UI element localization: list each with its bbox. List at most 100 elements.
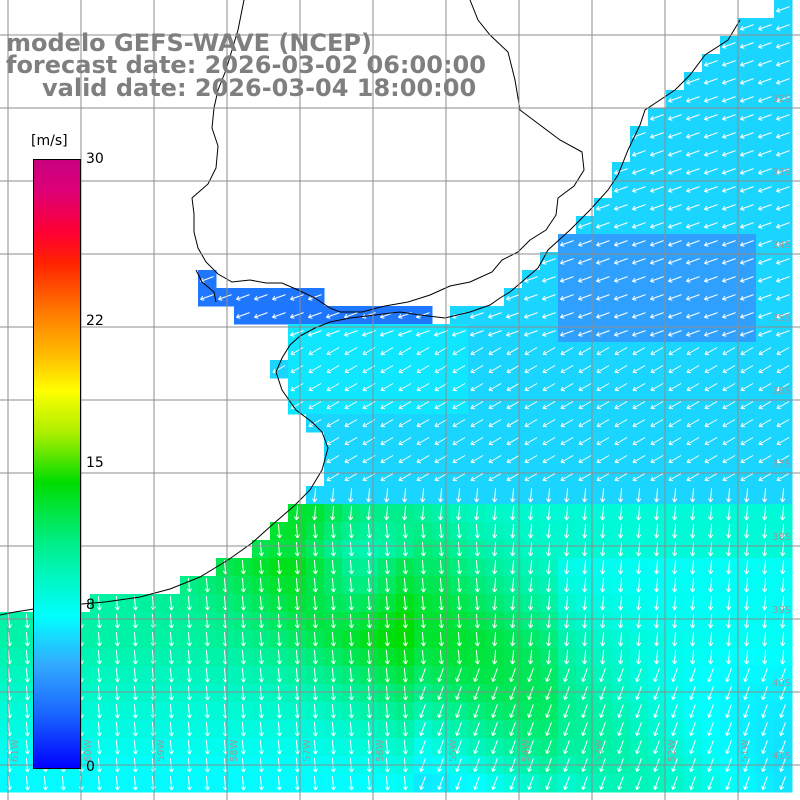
wind-arrow [704,78,718,85]
wind-arrow [758,383,772,392]
wind-arrow [204,613,210,629]
wind-arrow [722,204,736,211]
wind-arrow [563,722,570,736]
wind-arrow [96,703,102,719]
wind-arrow [776,42,790,49]
wind-arrow [614,455,628,464]
wind-arrow [168,667,174,683]
wind-arrow [258,739,264,755]
wind-arrow [272,312,286,319]
wind-arrow [704,222,718,229]
wind-arrow [420,631,426,647]
wind-arrow [758,473,772,482]
wind-arrow [758,24,772,31]
wind-arrow [740,204,754,211]
wind-arrow [600,523,606,539]
wind-arrow [740,132,754,139]
wind-arrow [758,150,772,157]
wind-arrow [509,686,516,700]
wind-arrow [560,365,574,374]
wind-arrow [132,613,138,629]
wind-arrow [344,437,358,446]
wind-arrow [348,523,354,539]
wind-arrow [294,523,300,539]
wind-arrow [690,631,696,647]
wind-arrow [560,455,574,464]
wind-arrow [600,487,606,503]
wind-arrow [186,577,192,593]
wind-arrow [344,383,358,392]
wind-arrow [294,559,300,575]
wind-arrow [599,704,606,718]
wind-arrow [506,365,520,374]
wind-arrow [384,775,390,791]
wind-arrow [779,668,786,682]
wind-arrow [438,649,444,665]
wind-arrow [636,631,642,647]
wind-arrow [456,613,462,629]
wind-arrow [366,721,372,737]
longitude-label: 51W [740,739,751,762]
wind-arrow [542,365,556,374]
wind-arrow [186,739,192,755]
colorbar-unit: [m/s] [31,133,68,149]
wind-arrow [690,487,696,503]
wind-arrow [653,776,660,790]
wind-arrow [344,473,358,482]
wind-arrow [578,401,592,410]
wind-arrow [132,685,138,701]
wind-arrow [632,383,646,392]
wind-arrow [686,150,700,157]
wind-arrow [402,505,408,521]
wind-arrow [420,595,426,611]
wind-arrow [740,24,754,31]
valid-date: valid date: 2026-03-04 18:00:00 [42,74,477,102]
wind-arrow [542,347,556,356]
wind-arrow [294,595,300,611]
wind-arrow [762,577,768,593]
wind-arrow [488,401,502,410]
wind-arrow [726,487,732,503]
wind-arrow [636,613,642,629]
wind-arrow [344,419,358,428]
wind-arrow [473,668,480,682]
latitude-label: 41S [772,751,791,762]
wind-arrow [704,132,718,139]
wind-arrow [419,704,426,718]
wind-arrow [132,721,138,737]
wind-arrow [384,559,390,575]
wind-arrow [398,347,412,356]
wind-arrow [528,559,534,575]
wind-arrow [492,559,498,575]
wind-arrow [726,523,732,539]
wind-arrow [725,704,732,718]
wind-arrow [578,455,592,464]
wind-arrow [704,312,718,319]
wind-arrow [668,419,682,428]
wind-arrow [488,473,502,482]
wind-arrow [434,455,448,464]
wind-arrow [614,168,628,175]
wind-arrow [527,740,534,754]
wind-arrow [776,60,790,67]
wind-arrow [632,186,646,193]
wind-arrow [438,559,444,575]
wind-arrow [776,150,790,157]
wind-arrow [563,668,570,682]
wind-arrow [578,222,592,229]
wind-arrow [258,577,264,593]
wind-arrow [686,419,700,428]
wind-arrow [762,649,768,665]
wind-arrow [726,505,732,521]
wind-arrow [776,24,790,31]
wind-arrow [779,704,786,718]
wind-arrow [761,686,768,700]
wind-arrow [326,419,340,428]
latitude-label: 37S [772,459,791,470]
wind-arrow [704,401,718,410]
wind-arrow [509,776,516,790]
wind-arrow [758,347,772,356]
wind-arrow [722,222,736,229]
longitude-label: 60W [83,739,94,762]
wind-arrow [488,419,502,428]
